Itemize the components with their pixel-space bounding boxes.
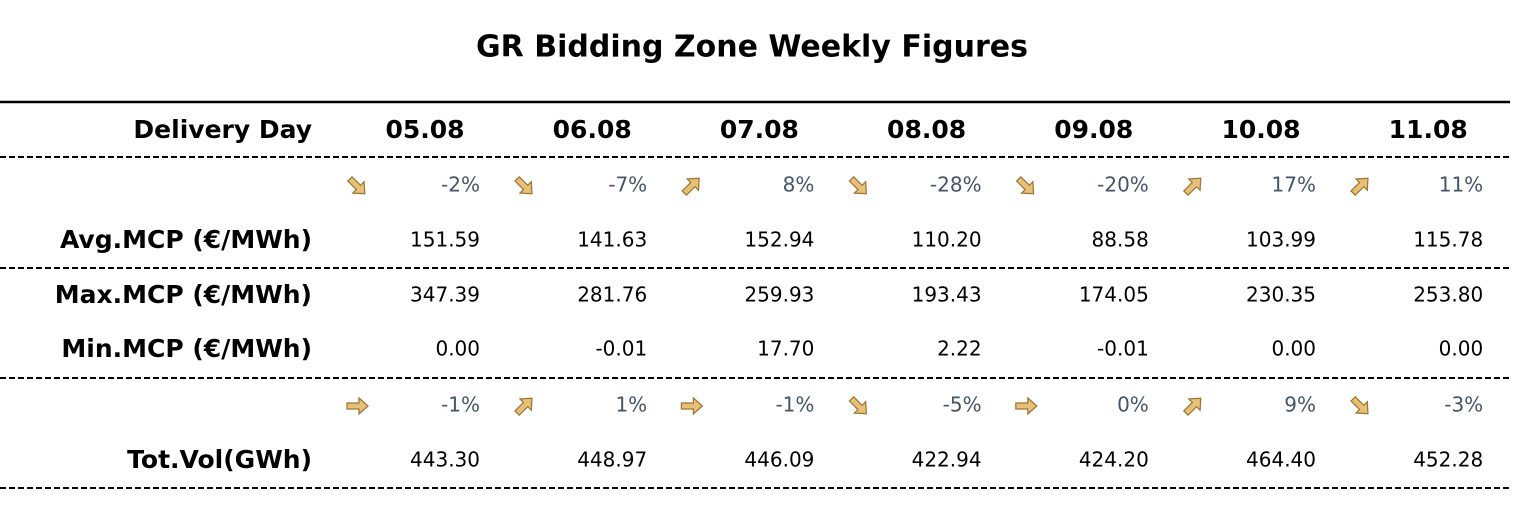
cell-value: 230.35 [1246, 283, 1316, 307]
change-pct: -1% [775, 393, 814, 417]
change-pct: 17% [1272, 173, 1316, 197]
trend-arrow [346, 396, 369, 416]
trend-arrow [848, 395, 868, 415]
arrow-shape [1182, 177, 1202, 197]
arrow-shape [1350, 395, 1369, 415]
row-label: Avg.MCP (€/MWh) [60, 225, 312, 254]
cell-value: 174.05 [1079, 283, 1149, 307]
row-label: Tot.Vol(GWh) [127, 445, 312, 474]
title: GR Bidding Zone Weekly Figures [476, 30, 1028, 65]
arrow-shape [848, 395, 868, 415]
cell-value: -0.01 [1097, 337, 1149, 361]
day-header: 05.08 [385, 115, 464, 144]
change-pct: -20% [1097, 173, 1149, 197]
cell-value: 110.20 [912, 228, 982, 252]
trend-arrow [514, 397, 533, 417]
arrow-shape [1015, 396, 1038, 416]
cell-value: 253.80 [1413, 283, 1483, 307]
arrow-shape [1350, 177, 1369, 197]
row-label: Max.MCP (€/MWh) [55, 280, 312, 309]
header-label: Delivery Day [133, 115, 312, 144]
arrow-shape [681, 177, 700, 197]
change-pct: 1% [615, 393, 647, 417]
day-header: 11.08 [1389, 115, 1468, 144]
arrow-shape [680, 396, 704, 416]
cell-value: 0.00 [435, 337, 480, 361]
cell-value: 115.78 [1413, 228, 1483, 252]
arrow-shape [514, 175, 533, 195]
change-pct: 9% [1284, 393, 1316, 417]
day-header: 09.08 [1054, 115, 1133, 144]
cell-value: 88.58 [1092, 228, 1149, 252]
cell-value: 151.59 [410, 228, 480, 252]
trend-arrow [1350, 177, 1369, 197]
cell-value: 452.28 [1413, 448, 1483, 472]
cell-value: -0.01 [595, 337, 647, 361]
trend-arrow [514, 175, 533, 195]
cell-value: 152.94 [744, 228, 814, 252]
cell-value: 0.00 [1439, 337, 1484, 361]
change-pct: -3% [1444, 393, 1483, 417]
cell-value: 448.97 [577, 448, 647, 472]
day-header: 07.08 [720, 115, 799, 144]
cell-value: 424.20 [1079, 448, 1149, 472]
trend-arrow [680, 396, 704, 416]
cell-value: 464.40 [1246, 448, 1316, 472]
trend-arrow [1182, 177, 1202, 197]
change-pct: 8% [783, 173, 815, 197]
change-pct: -2% [441, 173, 480, 197]
cell-value: 141.63 [577, 228, 647, 252]
cell-value: 281.76 [577, 283, 647, 307]
change-pct: -1% [441, 393, 480, 417]
arrow-shape [346, 396, 369, 416]
cell-value: 443.30 [410, 448, 480, 472]
trend-arrow [346, 175, 366, 195]
cell-value: 103.99 [1246, 228, 1316, 252]
trend-arrow [1350, 395, 1369, 415]
trend-arrow [1015, 175, 1035, 195]
arrow-shape [1015, 175, 1035, 195]
change-pct: -28% [930, 173, 982, 197]
cell-value: 422.94 [912, 448, 982, 472]
arrow-shape [346, 175, 366, 195]
change-pct: 11% [1439, 173, 1483, 197]
day-header: 06.08 [553, 115, 632, 144]
cell-value: 347.39 [410, 283, 480, 307]
change-pct: -7% [608, 173, 647, 197]
cell-value: 0.00 [1271, 337, 1316, 361]
cell-value: 2.22 [937, 337, 982, 361]
trend-arrow [848, 175, 868, 195]
change-pct: 0% [1117, 393, 1149, 417]
change-pct: -5% [943, 393, 982, 417]
trend-arrow [1182, 397, 1202, 417]
row-label: Min.MCP (€/MWh) [61, 334, 312, 363]
cell-value: 446.09 [744, 448, 814, 472]
cell-value: 193.43 [912, 283, 982, 307]
cell-value: 17.70 [757, 337, 814, 361]
arrow-shape [848, 175, 868, 195]
day-header: 10.08 [1221, 115, 1300, 144]
trend-arrow [681, 177, 700, 197]
trend-arrow [1015, 396, 1038, 416]
day-header: 08.08 [887, 115, 966, 144]
arrow-shape [514, 397, 533, 417]
arrow-shape [1182, 397, 1202, 417]
cell-value: 259.93 [744, 283, 814, 307]
